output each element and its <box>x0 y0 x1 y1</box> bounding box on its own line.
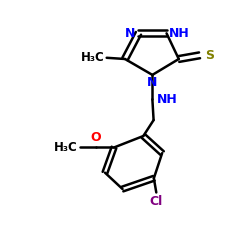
Text: Cl: Cl <box>150 196 163 208</box>
Text: NH: NH <box>169 27 190 40</box>
Text: S: S <box>205 49 214 62</box>
Text: N: N <box>147 76 158 89</box>
Text: O: O <box>90 131 101 144</box>
Text: H₃C: H₃C <box>81 51 105 64</box>
Text: N: N <box>125 27 136 40</box>
Text: H₃C: H₃C <box>54 141 77 154</box>
Text: NH: NH <box>157 93 178 106</box>
